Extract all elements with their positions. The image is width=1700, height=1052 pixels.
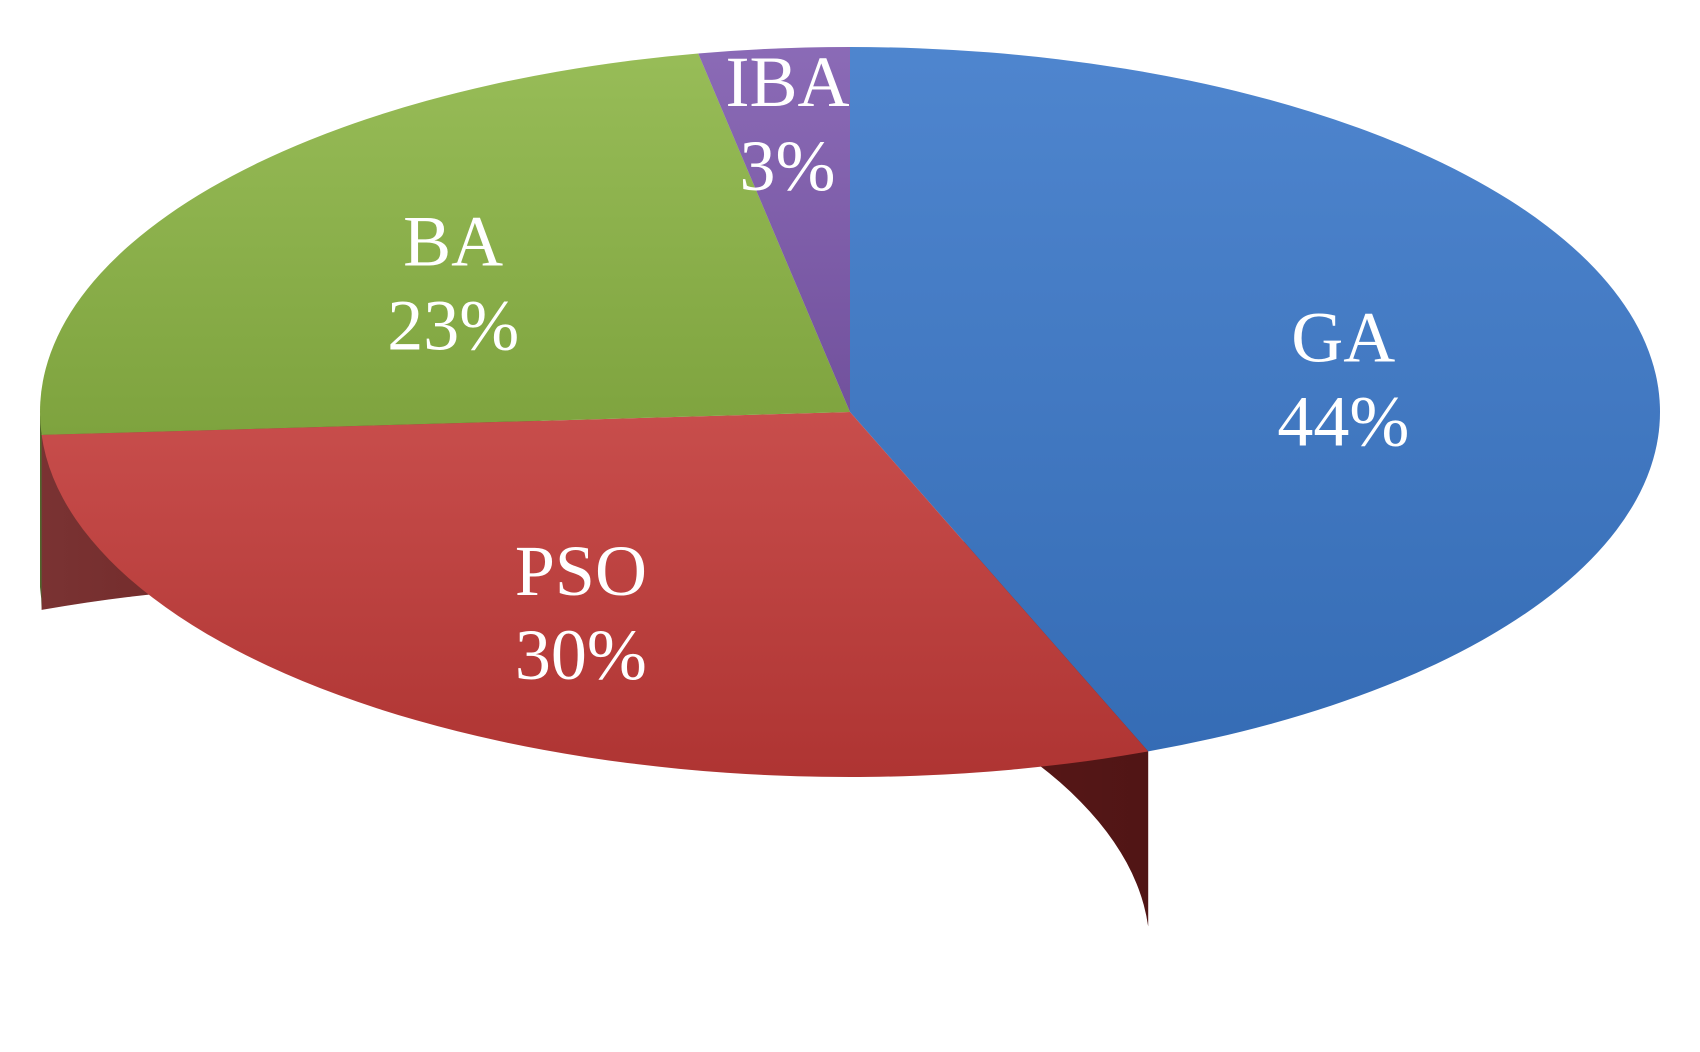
pie-label-name-ga: GA — [1291, 298, 1395, 378]
pie-label-name-ba: BA — [403, 201, 503, 281]
pie-slice-shade-ga — [850, 47, 1661, 752]
pie-slice-shade-iba — [698, 47, 850, 412]
pie-label-value-ba: 23% — [387, 285, 519, 365]
pie-label-value-pso: 30% — [515, 615, 647, 695]
pie-label-value-ga: 44% — [1277, 382, 1409, 462]
pie-top-layer — [40, 47, 1661, 777]
pie-label-name-iba: IBA — [725, 42, 849, 122]
pie-label-value-iba: 3% — [740, 126, 836, 206]
pie-slice-shade-pso — [41, 412, 1149, 777]
pie-label-name-pso: PSO — [515, 531, 647, 611]
pie-slice-shade-ba — [40, 53, 850, 435]
pie-side-shade-ba — [40, 412, 42, 610]
